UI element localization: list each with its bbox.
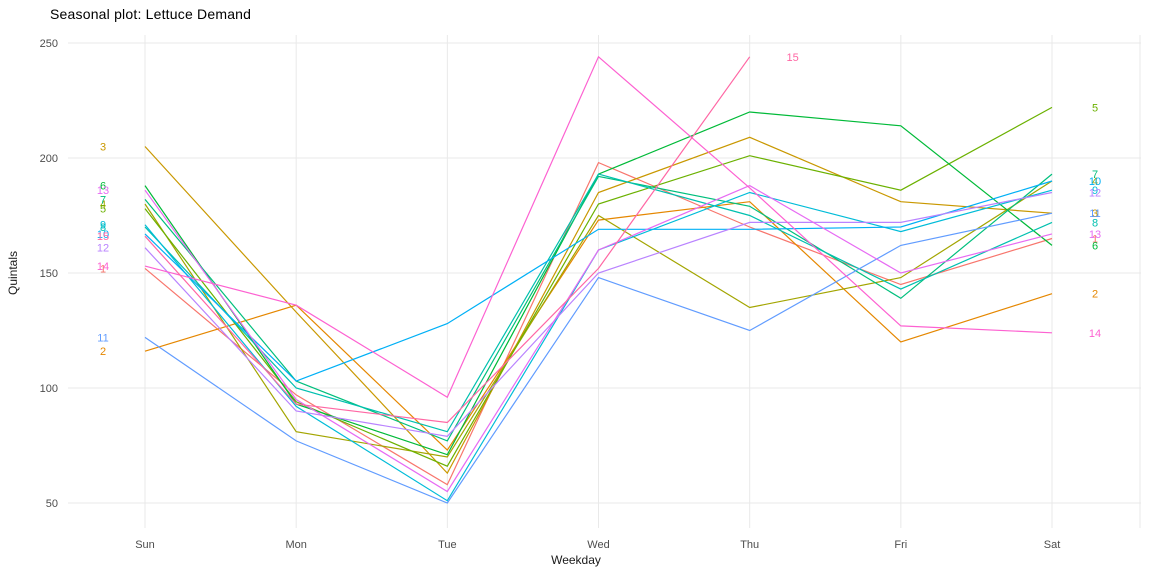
series-label-right-10: 10 <box>1089 176 1101 188</box>
series-line-5 <box>144 106 1053 467</box>
series-label-left-14: 14 <box>97 261 109 273</box>
series-label-right-9: 9 <box>1092 185 1098 197</box>
series-line-12 <box>144 191 1053 437</box>
series-label-left-1: 1 <box>100 263 106 275</box>
series-label-left-13: 13 <box>97 185 109 197</box>
series-line-10 <box>144 180 1053 382</box>
y-tick-label: 250 <box>40 38 58 50</box>
series-label-left-12: 12 <box>97 243 109 255</box>
y-tick-label: 150 <box>40 268 58 280</box>
y-axis-title: Quintals <box>6 250 20 296</box>
axis-tick-labels: 50 100 150 200 250 Sun Mon Tue Wed Thu Fri Sat <box>40 38 1061 551</box>
x-tick-label: Mon <box>285 539 306 551</box>
chart-title: Seasonal plot: Lettuce Demand <box>50 6 252 22</box>
x-axis-title: Weekday <box>551 553 601 567</box>
series-label-right-4: 4 <box>1092 176 1098 188</box>
y-tick-label: 100 <box>40 383 58 395</box>
x-tick-label: Sun <box>135 539 155 551</box>
series-label-right-6: 6 <box>1092 240 1098 252</box>
series-line-13 <box>144 184 1053 493</box>
series-line-15 <box>144 56 751 424</box>
series-label-right-8: 8 <box>1092 217 1098 229</box>
y-tick-label: 50 <box>46 498 58 510</box>
series-label-right-1: 1 <box>1092 234 1098 246</box>
series-line-3 <box>144 136 1053 475</box>
x-tick-label: Sat <box>1044 539 1061 551</box>
series-label-left-9: 9 <box>100 220 106 232</box>
series-label-left-4: 4 <box>100 199 106 211</box>
series-label-left-5: 5 <box>100 204 106 216</box>
series-label-right-5: 5 <box>1092 102 1098 114</box>
series-label-right-2: 2 <box>1092 289 1098 301</box>
series-label-left-3: 3 <box>100 142 106 154</box>
series-line-4 <box>144 180 1053 458</box>
y-tick-label: 200 <box>40 153 58 165</box>
series-label-right-12: 12 <box>1089 188 1101 200</box>
series-label-right-11: 11 <box>1089 208 1100 220</box>
series-label-left-11: 11 <box>97 332 108 344</box>
x-tick-label: Wed <box>587 539 609 551</box>
x-tick-label: Tue <box>438 539 457 551</box>
series-label-right-3: 3 <box>1092 208 1098 220</box>
series-label-left-6: 6 <box>100 181 106 193</box>
x-tick-label: Fri <box>894 539 907 551</box>
series-label-right-14: 14 <box>1089 328 1101 340</box>
series-line-14 <box>144 55 1053 399</box>
series-label-right-15: 15 <box>787 52 799 64</box>
series-label-right-13: 13 <box>1089 229 1101 241</box>
series-label-left-7: 7 <box>100 194 106 206</box>
grid-layer <box>68 35 1141 528</box>
series-lines <box>144 55 1053 504</box>
x-tick-label: Thu <box>740 539 759 551</box>
series-label-left-8: 8 <box>100 222 106 234</box>
series-line-8 <box>144 173 1053 433</box>
series-label-left-10: 10 <box>97 229 109 241</box>
series-line-1 <box>144 161 1053 486</box>
series-line-11 <box>144 212 1053 504</box>
series-label-left-15: 15 <box>97 231 109 243</box>
series-label-right-7: 7 <box>1092 169 1098 181</box>
series-label-left-2: 2 <box>100 346 106 358</box>
